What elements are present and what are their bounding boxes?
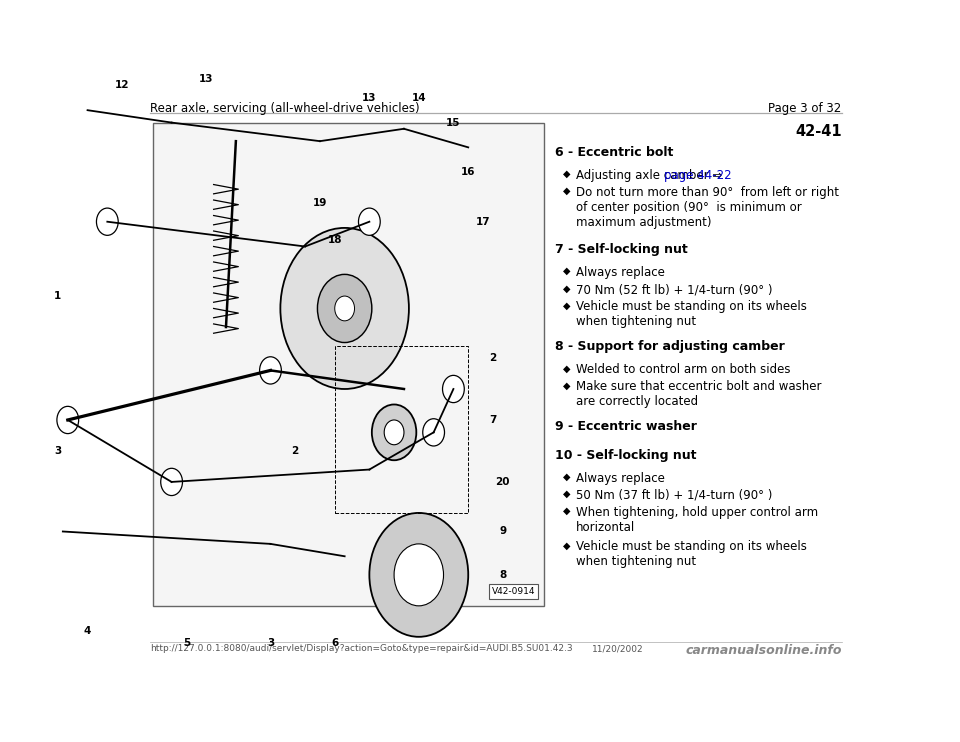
Text: ◆: ◆ (563, 266, 570, 276)
Bar (154, 123, 544, 606)
Text: 19: 19 (313, 198, 327, 208)
Text: ◆: ◆ (563, 186, 570, 196)
Text: Vehicle must be standing on its wheels
when tightening nut: Vehicle must be standing on its wheels w… (576, 301, 807, 329)
Circle shape (160, 468, 182, 496)
Circle shape (259, 357, 281, 384)
Circle shape (422, 418, 444, 446)
Text: carmanualsonline.info: carmanualsonline.info (685, 644, 842, 657)
Text: Do not turn more than 90°  from left or right
of center position (90°  is minimu: Do not turn more than 90° from left or r… (576, 186, 839, 229)
Text: 9: 9 (499, 527, 507, 536)
Text: 20: 20 (495, 477, 510, 487)
Text: Always replace: Always replace (576, 472, 665, 485)
Text: http://127.0.0.1:8080/audi/servlet/Display?action=Goto&type=repair&id=AUDI.B5.SU: http://127.0.0.1:8080/audi/servlet/Displ… (150, 644, 572, 654)
Text: Page 3 of 32: Page 3 of 32 (768, 102, 842, 115)
Text: 8: 8 (499, 570, 507, 580)
Text: Always replace: Always replace (576, 266, 665, 279)
Text: 14: 14 (412, 93, 426, 103)
Text: 42-41: 42-41 (795, 125, 842, 139)
Text: ◆: ◆ (563, 489, 570, 499)
Circle shape (96, 208, 118, 235)
Text: 7: 7 (490, 415, 496, 425)
Text: Welded to control arm on both sides: Welded to control arm on both sides (576, 364, 791, 376)
Text: ◆: ◆ (563, 301, 570, 310)
Text: Adjusting axle camber ⇒: Adjusting axle camber ⇒ (576, 169, 726, 182)
Text: 9 - Eccentric washer: 9 - Eccentric washer (555, 421, 697, 433)
Text: 1: 1 (55, 291, 61, 301)
Text: 11/20/2002: 11/20/2002 (592, 644, 644, 654)
Text: 70 Nm (52 ft lb) + 1/4-turn (90° ): 70 Nm (52 ft lb) + 1/4-turn (90° ) (576, 283, 773, 296)
Text: 5: 5 (182, 638, 190, 648)
Circle shape (358, 208, 380, 235)
Circle shape (335, 296, 354, 321)
Text: 7 - Self-locking nut: 7 - Self-locking nut (555, 243, 688, 256)
Text: 10 - Self-locking nut: 10 - Self-locking nut (555, 449, 697, 462)
Text: 12: 12 (115, 80, 130, 91)
Text: ◆: ◆ (563, 540, 570, 551)
Circle shape (443, 375, 465, 403)
Text: Vehicle must be standing on its wheels
when tightening nut: Vehicle must be standing on its wheels w… (576, 540, 807, 568)
Text: 50 Nm (37 ft lb) + 1/4-turn (90° ): 50 Nm (37 ft lb) + 1/4-turn (90° ) (576, 489, 773, 502)
Text: 13: 13 (199, 74, 213, 84)
Text: 15: 15 (446, 117, 461, 128)
Text: 3: 3 (55, 446, 61, 456)
Text: 2: 2 (292, 446, 299, 456)
Circle shape (384, 420, 404, 444)
Text: ◆: ◆ (563, 472, 570, 482)
Text: ◆: ◆ (563, 506, 570, 516)
Circle shape (394, 544, 444, 605)
Text: page 44-22: page 44-22 (664, 169, 732, 182)
Text: Rear axle, servicing (all-wheel-drive vehicles): Rear axle, servicing (all-wheel-drive ve… (150, 102, 420, 115)
Text: 8 - Support for adjusting camber: 8 - Support for adjusting camber (555, 341, 785, 353)
Circle shape (370, 513, 468, 637)
Text: 13: 13 (362, 93, 376, 103)
Text: ◆: ◆ (563, 283, 570, 293)
Circle shape (372, 404, 417, 460)
Text: When tightening, hold upper control arm
horizontal: When tightening, hold upper control arm … (576, 506, 818, 534)
Text: 17: 17 (476, 217, 491, 227)
Text: 6: 6 (331, 638, 338, 648)
Circle shape (318, 275, 372, 343)
Text: 4: 4 (84, 626, 91, 636)
Text: Make sure that eccentric bolt and washer
are correctly located: Make sure that eccentric bolt and washer… (576, 381, 822, 408)
Text: ◆: ◆ (563, 364, 570, 373)
Text: V42-0914: V42-0914 (492, 587, 535, 596)
Text: 16: 16 (461, 167, 475, 177)
Text: 3: 3 (267, 638, 275, 648)
Circle shape (57, 407, 79, 433)
Text: ◆: ◆ (563, 169, 570, 179)
Text: 2: 2 (490, 353, 496, 363)
Text: 18: 18 (327, 235, 342, 246)
Circle shape (280, 228, 409, 389)
Text: ◆: ◆ (563, 381, 570, 390)
Text: 6 - Eccentric bolt: 6 - Eccentric bolt (555, 146, 674, 160)
